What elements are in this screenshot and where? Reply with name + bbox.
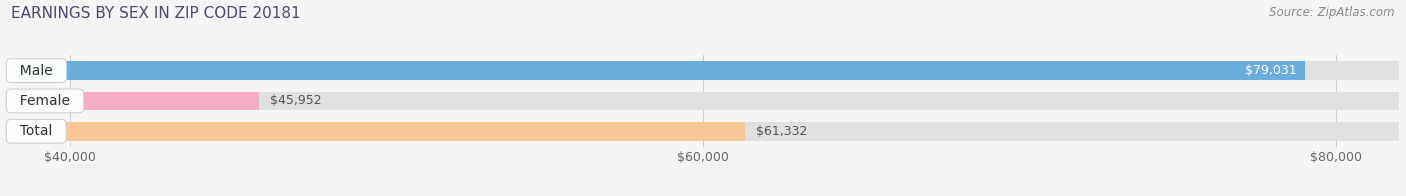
Bar [7, 122, 745, 141]
Bar [7, 61, 1305, 80]
Text: Total: Total [11, 124, 62, 138]
Text: $45,952: $45,952 [270, 94, 322, 107]
Bar [7, 122, 1399, 141]
Bar [7, 92, 1399, 110]
Text: EARNINGS BY SEX IN ZIP CODE 20181: EARNINGS BY SEX IN ZIP CODE 20181 [11, 6, 301, 21]
Text: Female: Female [11, 94, 79, 108]
Bar [7, 61, 1399, 80]
Text: Male: Male [11, 64, 62, 78]
Text: $79,031: $79,031 [1246, 64, 1296, 77]
Text: Source: ZipAtlas.com: Source: ZipAtlas.com [1270, 6, 1395, 19]
Bar [7, 92, 259, 110]
Text: $61,332: $61,332 [756, 125, 807, 138]
